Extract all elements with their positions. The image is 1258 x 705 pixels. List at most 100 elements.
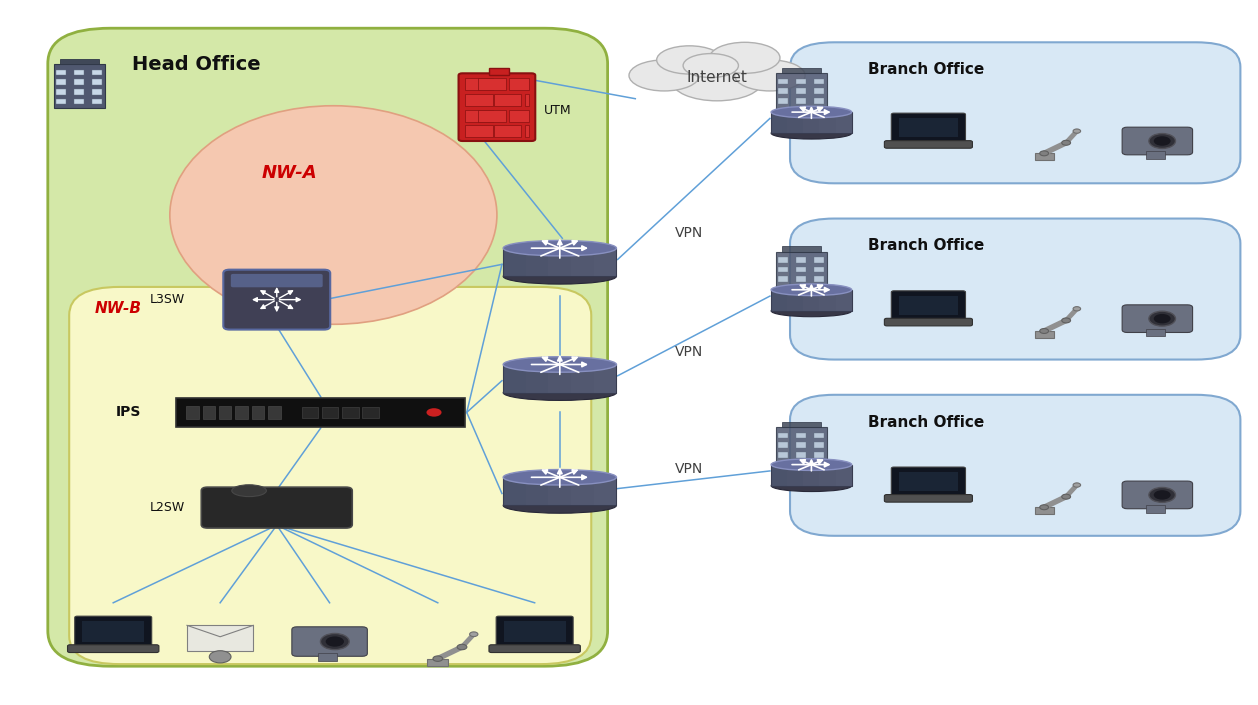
FancyBboxPatch shape: [884, 318, 972, 326]
Ellipse shape: [503, 385, 616, 400]
Bar: [804, 465, 819, 486]
Bar: [781, 246, 821, 252]
Circle shape: [1154, 490, 1171, 500]
Bar: [74, 70, 84, 75]
Circle shape: [1039, 505, 1049, 510]
Text: NW-A: NW-A: [262, 164, 317, 182]
Bar: [835, 112, 852, 133]
Ellipse shape: [683, 54, 738, 78]
Bar: [493, 94, 521, 106]
Bar: [796, 108, 806, 114]
FancyBboxPatch shape: [891, 113, 966, 142]
Bar: [571, 248, 594, 276]
Bar: [186, 406, 199, 419]
Bar: [779, 286, 789, 292]
Bar: [814, 88, 824, 94]
Bar: [835, 465, 852, 486]
Ellipse shape: [170, 106, 497, 324]
Circle shape: [1039, 329, 1049, 333]
Bar: [771, 465, 788, 486]
Bar: [493, 125, 521, 137]
Ellipse shape: [771, 480, 852, 491]
Bar: [488, 68, 509, 75]
Circle shape: [321, 634, 350, 649]
Bar: [92, 89, 102, 94]
Bar: [814, 462, 824, 467]
Bar: [796, 442, 806, 448]
Bar: [302, 407, 318, 418]
Ellipse shape: [771, 128, 852, 139]
Bar: [176, 398, 465, 427]
Bar: [548, 248, 571, 276]
FancyBboxPatch shape: [790, 42, 1240, 183]
Bar: [464, 109, 492, 121]
Bar: [526, 248, 548, 276]
Bar: [771, 290, 852, 311]
FancyBboxPatch shape: [496, 616, 574, 646]
Ellipse shape: [771, 305, 852, 317]
Bar: [203, 406, 215, 419]
FancyBboxPatch shape: [68, 645, 159, 653]
Text: VPN: VPN: [676, 462, 703, 476]
Bar: [771, 112, 852, 133]
Bar: [478, 109, 506, 121]
FancyBboxPatch shape: [891, 467, 966, 496]
Bar: [464, 94, 492, 106]
Text: Internet: Internet: [687, 70, 747, 85]
Bar: [252, 406, 264, 419]
Bar: [796, 257, 806, 263]
Bar: [594, 364, 616, 393]
Bar: [1034, 153, 1054, 160]
Bar: [526, 94, 530, 106]
Ellipse shape: [771, 459, 852, 470]
Text: NW-B: NW-B: [94, 301, 141, 317]
Bar: [503, 364, 616, 393]
Circle shape: [326, 637, 343, 646]
Ellipse shape: [503, 269, 616, 284]
Bar: [814, 286, 824, 292]
Ellipse shape: [710, 42, 780, 73]
Ellipse shape: [503, 498, 616, 513]
Ellipse shape: [629, 60, 699, 91]
Bar: [57, 89, 67, 94]
Bar: [503, 248, 616, 276]
FancyBboxPatch shape: [790, 219, 1240, 360]
Bar: [594, 477, 616, 505]
FancyBboxPatch shape: [884, 495, 972, 502]
Bar: [779, 79, 789, 85]
Bar: [771, 112, 788, 133]
Ellipse shape: [771, 106, 852, 118]
Bar: [814, 276, 824, 282]
Bar: [814, 433, 824, 439]
Bar: [779, 88, 789, 94]
Bar: [796, 286, 806, 292]
Bar: [814, 108, 824, 114]
Bar: [814, 257, 824, 263]
Bar: [779, 108, 789, 114]
Ellipse shape: [503, 240, 616, 256]
Bar: [804, 290, 819, 311]
Bar: [781, 422, 821, 427]
Text: VPN: VPN: [676, 345, 703, 360]
FancyBboxPatch shape: [891, 290, 966, 320]
Circle shape: [1154, 136, 1171, 146]
Bar: [796, 462, 806, 467]
Bar: [796, 276, 806, 282]
Bar: [781, 68, 821, 73]
Bar: [776, 427, 827, 471]
Circle shape: [1062, 318, 1071, 323]
FancyBboxPatch shape: [1122, 305, 1193, 333]
Bar: [59, 59, 99, 64]
Bar: [74, 89, 84, 94]
Bar: [779, 266, 789, 272]
Circle shape: [1149, 133, 1175, 149]
Bar: [219, 406, 231, 419]
FancyBboxPatch shape: [489, 645, 580, 653]
Bar: [526, 477, 548, 505]
Text: L3SW: L3SW: [150, 293, 185, 306]
Bar: [92, 79, 102, 85]
Circle shape: [1073, 307, 1081, 311]
Bar: [788, 290, 804, 311]
Bar: [796, 98, 806, 104]
Bar: [526, 125, 530, 137]
